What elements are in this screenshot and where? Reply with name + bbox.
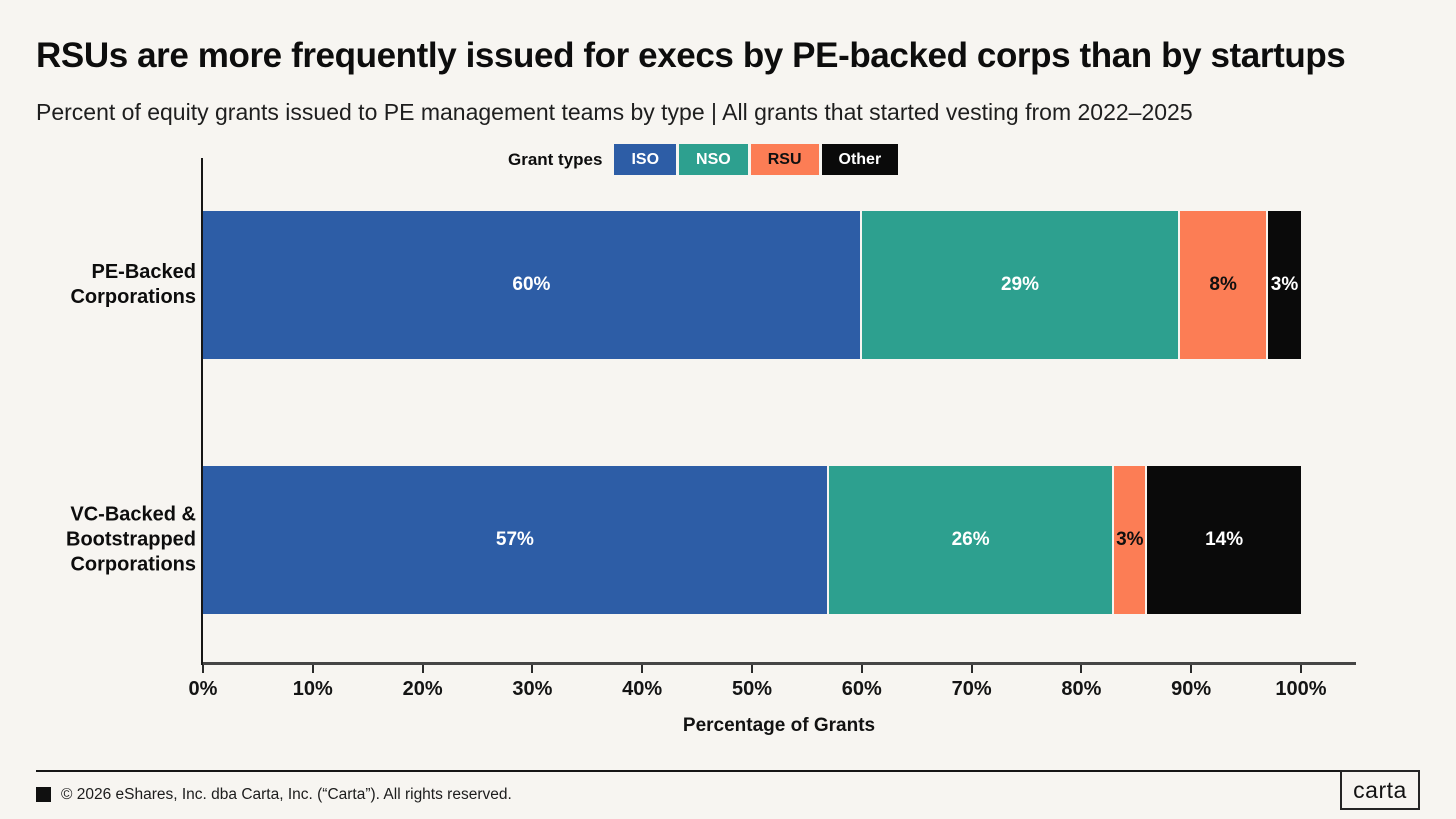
bar-row-0: 60% 29% 8% 3% — [203, 211, 1301, 359]
category-label-0: PE-Backed Corporations — [70, 261, 196, 308]
bar-0-segment-nso: 29% — [861, 211, 1181, 359]
legend-chip-iso: ISO — [614, 144, 677, 175]
tick-label-70%: 70% — [951, 678, 992, 700]
tick-mark-0% — [202, 665, 204, 673]
footer-copyright: © 2026 eShares, Inc. dba Carta, Inc. (“C… — [61, 786, 512, 803]
tick-label-100%: 100% — [1275, 678, 1327, 700]
tick-mark-90% — [1190, 665, 1193, 673]
legend-chip-nso: NSO — [679, 144, 748, 175]
legend: Grant types ISO NSO RSU Other — [508, 144, 899, 175]
bar-1-segment-iso: 57% — [203, 466, 829, 614]
carta-logo: carta — [1340, 770, 1420, 810]
legend-chips: ISO NSO RSU Other — [614, 144, 899, 175]
bar-0-segment-iso: 60% — [203, 211, 862, 359]
y-axis-line — [201, 158, 203, 665]
legend-chip-rsu: RSU — [750, 144, 819, 175]
x-axis-line — [203, 662, 1356, 665]
footer-square-icon — [36, 787, 51, 802]
tick-mark-100% — [1300, 665, 1302, 673]
x-axis-title: Percentage of Grants — [682, 715, 876, 736]
page-subtitle: Percent of equity grants issued to PE ma… — [36, 99, 1193, 125]
tick-mark-20% — [421, 665, 424, 673]
bar-row-1: 57% 26% 3% 14% — [203, 466, 1301, 614]
tick-label-20%: 20% — [402, 678, 443, 700]
legend-title: Grant types — [508, 149, 603, 169]
tick-label-60%: 60% — [841, 678, 882, 700]
tick-label-40%: 40% — [622, 678, 663, 700]
bar-0-segment-other: 3% — [1268, 211, 1301, 359]
x-axis-ticks: 0% 10% 20% 30% 40% 50% 60% 70% 80% 90% 100% — [189, 665, 1327, 709]
tick-mark-70% — [970, 665, 973, 673]
tick-mark-60% — [860, 665, 863, 673]
bar-1-segment-rsu: 3% — [1114, 466, 1148, 614]
legend-chip-other: Other — [821, 144, 899, 175]
category-label-1: VC-Backed & Bootstrapped Corporations — [66, 503, 196, 576]
tick-mark-50% — [751, 665, 753, 673]
bar-1-segment-other: 14% — [1147, 466, 1301, 614]
bar-0-segment-rsu: 8% — [1180, 211, 1269, 359]
tick-mark-40% — [641, 665, 644, 673]
tick-label-30%: 30% — [512, 678, 553, 700]
tick-mark-80% — [1080, 665, 1083, 673]
tick-mark-10% — [311, 665, 314, 673]
bar-1-segment-nso: 26% — [828, 466, 1115, 614]
tick-label-50%: 50% — [731, 678, 773, 700]
tick-label-0%: 0% — [188, 678, 218, 700]
tick-label-90%: 90% — [1171, 678, 1212, 700]
page-title: RSUs are more frequently issued for exec… — [36, 36, 1346, 75]
tick-label-80%: 80% — [1061, 678, 1102, 700]
footer-divider — [36, 770, 1340, 772]
tick-mark-30% — [531, 665, 534, 673]
tick-label-10%: 10% — [292, 678, 333, 700]
